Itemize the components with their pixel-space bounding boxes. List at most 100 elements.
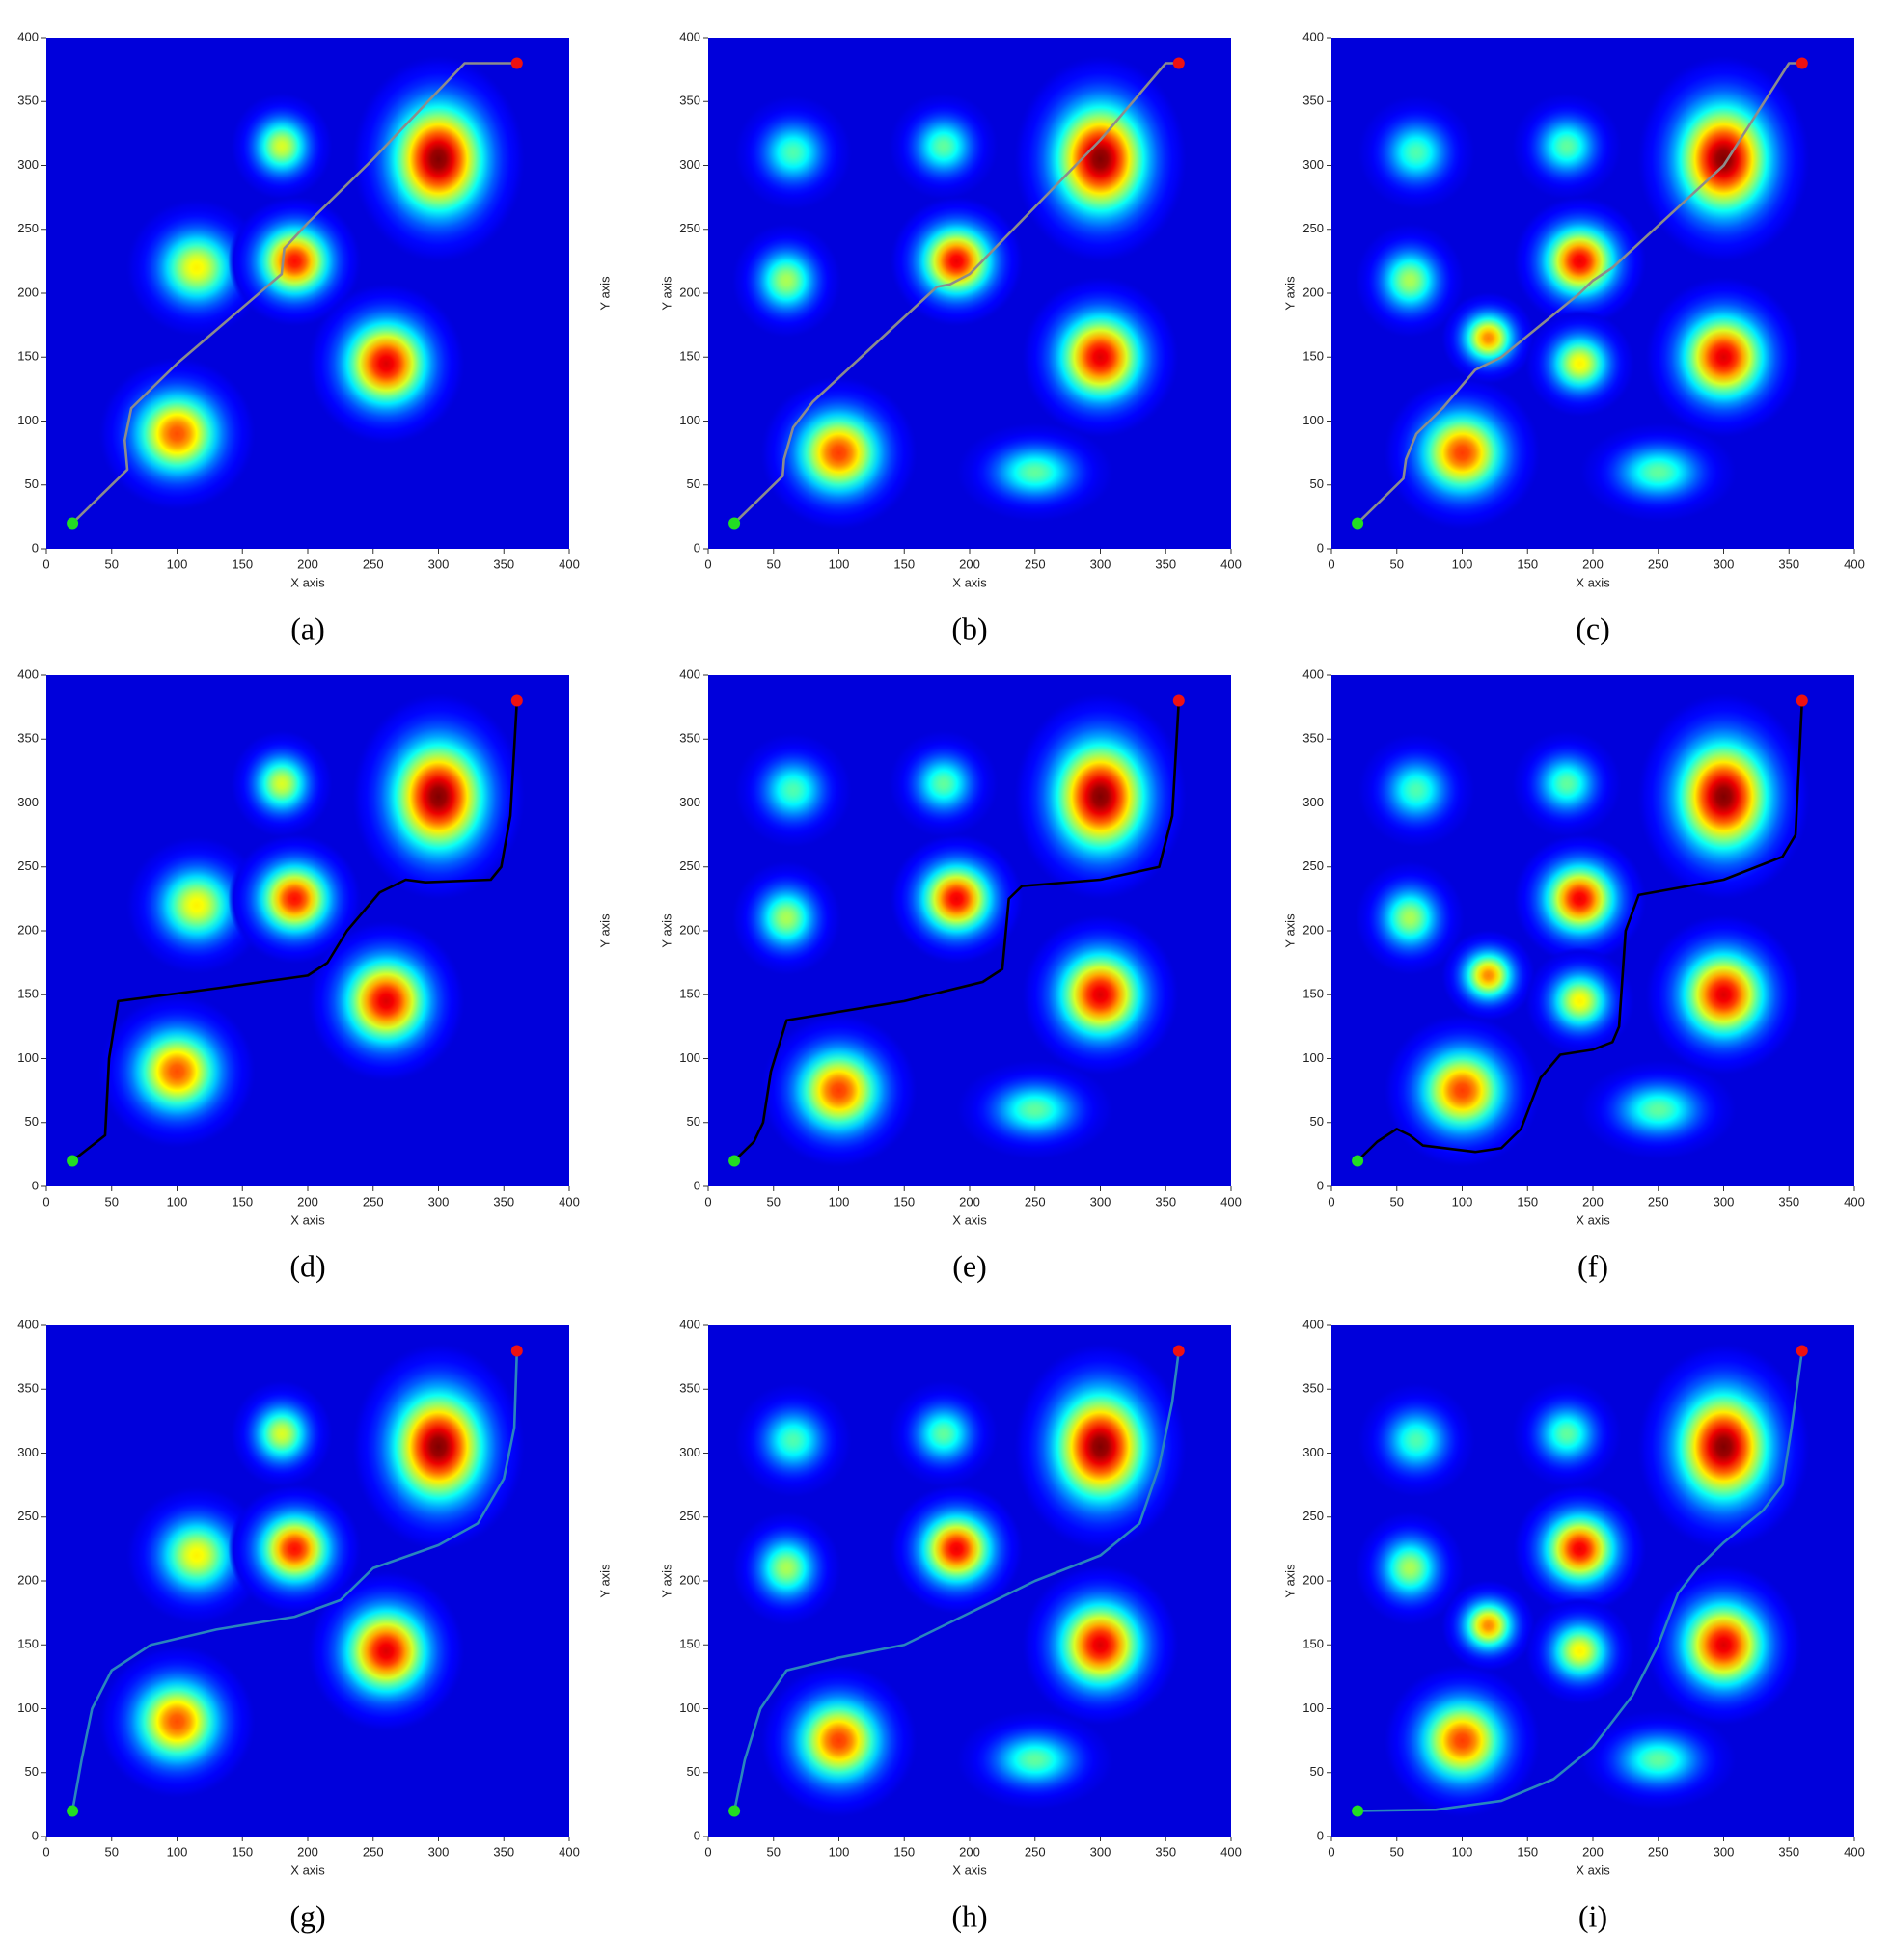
x-tick-label: 200 bbox=[297, 557, 318, 571]
y-tick-label: 250 bbox=[679, 858, 700, 873]
y-tick-label: 200 bbox=[1302, 922, 1324, 937]
obstacle bbox=[1524, 1597, 1635, 1705]
x-tick-label: 100 bbox=[167, 1194, 188, 1209]
x-tick-label: 250 bbox=[1648, 1194, 1669, 1209]
x-tick-label: 300 bbox=[1714, 1194, 1735, 1209]
x-tick-label: 100 bbox=[1452, 1194, 1473, 1209]
obstacle bbox=[760, 376, 918, 531]
obstacle bbox=[231, 92, 333, 201]
x-tick-label: 250 bbox=[363, 1844, 384, 1859]
obstacle bbox=[125, 198, 267, 338]
y-tick-label: 50 bbox=[1310, 1114, 1324, 1129]
obstacle bbox=[1579, 1709, 1738, 1810]
heatmap bbox=[1355, 693, 1810, 1168]
obstacle bbox=[1524, 310, 1635, 418]
y-tick-label: 250 bbox=[1302, 858, 1324, 873]
x-tick-label: 50 bbox=[767, 1194, 781, 1209]
x-tick-label: 0 bbox=[42, 557, 49, 571]
y-tick-label: 0 bbox=[694, 1828, 700, 1842]
y-tick-label: 0 bbox=[1317, 1178, 1324, 1192]
x-axis-label: X axis bbox=[952, 1212, 987, 1227]
x-tick-label: 400 bbox=[1844, 1194, 1865, 1209]
x-tick-label: 350 bbox=[1155, 1844, 1176, 1859]
x-tick-label: 250 bbox=[1025, 1194, 1046, 1209]
y-tick-label: 150 bbox=[1302, 1637, 1324, 1651]
obstacle bbox=[1022, 276, 1179, 438]
path-line bbox=[732, 1350, 1181, 1811]
obstacle bbox=[1440, 929, 1536, 1022]
x-tick-label: 200 bbox=[959, 1844, 980, 1859]
x-tick-label: 200 bbox=[959, 1194, 980, 1209]
y-tick-label: 250 bbox=[679, 221, 700, 235]
y-tick-label: 150 bbox=[679, 987, 700, 1001]
start-point bbox=[67, 1805, 79, 1817]
x-tick-label: 350 bbox=[493, 1194, 514, 1209]
x-tick-label: 300 bbox=[428, 557, 450, 571]
obstacle bbox=[228, 833, 362, 965]
x-tick-label: 0 bbox=[1328, 557, 1334, 571]
panel-caption: (a) bbox=[290, 611, 325, 645]
y-tick-label: 300 bbox=[17, 1445, 39, 1459]
y-axis-label: Y axis bbox=[1282, 1564, 1297, 1598]
panel-caption: (f) bbox=[1577, 1248, 1608, 1283]
obstacle bbox=[731, 223, 842, 339]
panel-caption: (i) bbox=[1578, 1898, 1607, 1933]
x-tick-label: 0 bbox=[42, 1844, 49, 1859]
start-point bbox=[728, 1805, 741, 1817]
obstacle bbox=[890, 196, 1024, 327]
obstacle bbox=[1022, 913, 1179, 1075]
panel-caption: (h) bbox=[951, 1898, 987, 1933]
y-tick-label: 300 bbox=[17, 795, 39, 809]
obstacle bbox=[1579, 422, 1738, 523]
obstacle bbox=[734, 1382, 853, 1498]
start-point bbox=[67, 1155, 79, 1167]
x-tick-label: 200 bbox=[1582, 1194, 1604, 1209]
start-point bbox=[728, 517, 741, 530]
goal-point bbox=[1796, 57, 1808, 69]
y-axis-label: Y axis bbox=[597, 1564, 612, 1598]
obstacle bbox=[1513, 1484, 1647, 1615]
x-tick-label: 200 bbox=[297, 1844, 318, 1859]
panel-caption: (e) bbox=[952, 1248, 987, 1283]
y-tick-label: 350 bbox=[679, 94, 700, 108]
obstacle bbox=[1524, 947, 1635, 1055]
x-tick-label: 400 bbox=[559, 1844, 580, 1859]
x-tick-label: 150 bbox=[1517, 1844, 1538, 1859]
y-tick-label: 400 bbox=[17, 29, 39, 43]
obstacle bbox=[352, 693, 525, 901]
panel: 0 50 100 150 200 250 300 350 400 0 50 100 150 200 250 3… bbox=[1282, 29, 1864, 645]
y-tick-label: 250 bbox=[679, 1509, 700, 1523]
y-axis-label: Y axis bbox=[659, 276, 673, 311]
obstacle bbox=[1637, 1343, 1810, 1551]
x-tick-label: 200 bbox=[959, 557, 980, 571]
panel: 0 50 100 150 200 250 300 350 400 0 50 100 150 200 250 3… bbox=[659, 1317, 1241, 1933]
panel-caption: (g) bbox=[289, 1898, 325, 1933]
x-tick-label: 100 bbox=[829, 1844, 850, 1859]
start-point bbox=[1352, 1805, 1364, 1817]
y-tick-label: 400 bbox=[17, 667, 39, 681]
obstacle bbox=[1645, 913, 1802, 1075]
obstacle bbox=[888, 92, 999, 201]
obstacle bbox=[731, 1511, 842, 1626]
obstacle bbox=[1511, 92, 1622, 201]
y-tick-label: 300 bbox=[679, 795, 700, 809]
x-tick-label: 400 bbox=[1220, 1844, 1242, 1859]
obstacle bbox=[888, 729, 999, 838]
obstacle bbox=[760, 1014, 918, 1168]
obstacle bbox=[1384, 376, 1541, 531]
y-tick-label: 100 bbox=[1302, 1050, 1324, 1065]
obstacle bbox=[125, 835, 267, 975]
x-tick-label: 300 bbox=[428, 1844, 450, 1859]
obstacle bbox=[1511, 1379, 1622, 1488]
y-axis-label: Y axis bbox=[597, 276, 612, 311]
y-tick-label: 400 bbox=[679, 1317, 700, 1331]
goal-point bbox=[510, 1345, 523, 1357]
y-tick-label: 150 bbox=[1302, 987, 1324, 1001]
panel-caption: (d) bbox=[289, 1248, 325, 1283]
panel: 0 50 100 150 200 250 300 350 400 0 50 100 150 200 250 3… bbox=[17, 29, 612, 645]
y-axis-label: Y axis bbox=[659, 913, 673, 948]
x-tick-label: 0 bbox=[704, 557, 711, 571]
obstacle bbox=[731, 860, 842, 976]
x-tick-label: 400 bbox=[1844, 557, 1865, 571]
y-tick-label: 300 bbox=[1302, 1445, 1324, 1459]
